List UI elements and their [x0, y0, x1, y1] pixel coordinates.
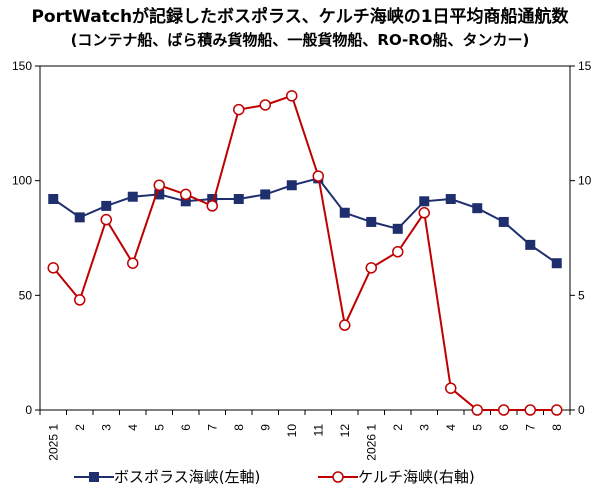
- data-point-kerch: [365, 262, 377, 274]
- x-axis-tick-label: 6: [179, 424, 193, 431]
- chart-subtitle: (コンテナ船、ばら積み貨物船、一般貨物船、RO-RO船、タンカー): [70, 31, 530, 49]
- data-point-kerch: [445, 382, 457, 394]
- left-axis-tick-label: 50: [19, 288, 33, 302]
- x-axis-tick-label: 2026 1: [364, 424, 378, 461]
- data-point-bosporus: [286, 180, 297, 191]
- x-axis-tick-label: 2025 1: [46, 424, 60, 461]
- data-point-bosporus: [180, 196, 191, 207]
- legend-item-bosporus: ボスポラス海峡(左軸): [74, 466, 260, 487]
- x-axis-tick-label: 7: [205, 424, 219, 431]
- data-point-bosporus: [472, 203, 483, 214]
- data-point-bosporus: [260, 189, 271, 200]
- x-axis-tick-label: 3: [417, 424, 431, 431]
- data-point-kerch: [233, 103, 245, 116]
- data-point-bosporus: [207, 194, 218, 205]
- data-point-bosporus: [127, 191, 138, 202]
- data-point-kerch: [74, 294, 86, 306]
- series-line-kerch: [52, 94, 557, 411]
- data-point-kerch: [392, 246, 404, 258]
- x-axis-tick-label: 8: [232, 424, 246, 431]
- legend-item-kerch: ケルチ海峡(右軸): [318, 466, 475, 487]
- data-point-kerch: [418, 207, 430, 219]
- data-point-kerch: [524, 404, 536, 416]
- legend-marker-bosporus: [74, 471, 114, 482]
- x-axis-tick-label: 5: [152, 424, 166, 431]
- data-point-kerch: [100, 213, 112, 226]
- left-axis-tick-label: 100: [12, 174, 32, 188]
- left-axis-tick-label: 150: [12, 59, 32, 73]
- data-point-kerch: [551, 404, 563, 416]
- data-point-bosporus: [445, 194, 456, 205]
- x-axis-tick-label: 12: [338, 424, 352, 438]
- data-point-bosporus: [525, 239, 536, 250]
- right-axis-tick-label: 5: [578, 288, 585, 302]
- x-axis-tick-label: 6: [497, 424, 511, 431]
- data-point-bosporus: [339, 207, 350, 218]
- series-line-bosporus: [52, 177, 558, 265]
- data-point-bosporus: [366, 216, 377, 227]
- right-axis-tick-label: 15: [578, 59, 592, 73]
- data-point-kerch: [153, 179, 165, 192]
- right-axis-tick-label: 0: [578, 403, 585, 417]
- data-point-bosporus: [101, 200, 112, 211]
- legend-label-kerch: ケルチ海峡(右軸): [358, 468, 475, 486]
- data-point-kerch: [286, 90, 298, 102]
- data-point-kerch: [312, 170, 324, 182]
- data-point-kerch: [471, 404, 483, 416]
- data-point-kerch: [180, 188, 192, 201]
- left-axis-tick-label: 0: [25, 403, 32, 417]
- legend-label-bosporus: ボスポラス海峡(左軸): [114, 468, 261, 486]
- plot-area: [39, 65, 571, 411]
- data-point-bosporus: [154, 189, 165, 200]
- x-axis-tick-label: 5: [470, 424, 484, 431]
- x-axis-tick-label: 7: [523, 424, 537, 431]
- data-point-bosporus: [498, 216, 509, 227]
- x-axis-tick-label: 4: [444, 424, 458, 431]
- x-axis-tick-label: 11: [311, 424, 325, 437]
- data-point-bosporus: [233, 194, 244, 205]
- x-axis-tick-label: 9: [258, 424, 272, 431]
- x-axis-tick-label: 4: [126, 424, 140, 431]
- x-axis-tick-label: 2: [391, 424, 405, 431]
- legend-marker-kerch: [318, 470, 358, 483]
- data-point-bosporus: [551, 258, 562, 269]
- x-axis-tick-label: 3: [99, 424, 113, 431]
- data-point-bosporus: [48, 194, 59, 205]
- x-axis-tick-label: 10: [285, 424, 299, 438]
- data-point-kerch: [339, 319, 351, 331]
- data-point-kerch: [127, 257, 139, 269]
- data-point-kerch: [259, 99, 271, 111]
- data-point-kerch: [498, 404, 510, 416]
- data-point-bosporus: [419, 196, 430, 207]
- data-point-bosporus: [392, 223, 403, 234]
- legend: ボスポラス海峡(左軸) ケルチ海峡(右軸): [0, 466, 600, 494]
- right-axis-tick-label: 10: [578, 174, 592, 188]
- x-axis-tick-label: 2: [73, 424, 87, 431]
- data-point-bosporus: [74, 212, 85, 223]
- data-point-kerch: [47, 262, 59, 274]
- data-point-kerch: [206, 200, 218, 212]
- x-axis-tick-label: 8: [550, 424, 564, 431]
- chart-title: PortWatchが記録したボスポラス、ケルチ海峡の1日平均商船通航数: [31, 7, 569, 27]
